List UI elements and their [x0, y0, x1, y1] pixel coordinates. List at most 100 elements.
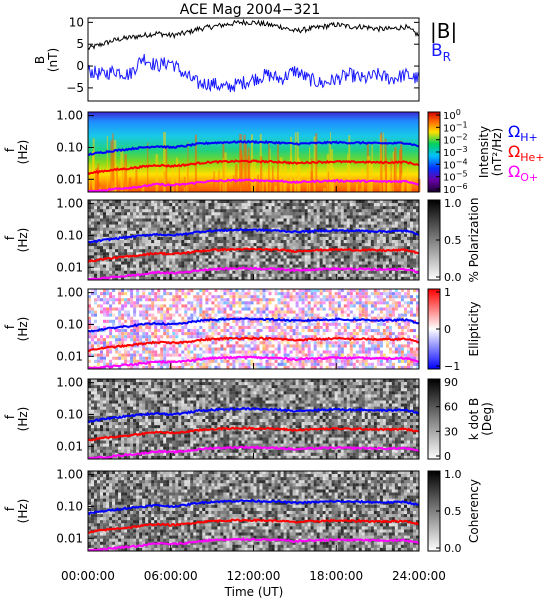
heatmap-cell	[142, 261, 146, 265]
heatmap-cell	[154, 353, 158, 357]
heatmap-cell	[130, 359, 134, 363]
heatmap-cell	[241, 230, 245, 234]
heatmap-cell	[265, 233, 269, 237]
heatmap-cell	[316, 206, 320, 210]
heatmap-cell	[404, 322, 408, 326]
heatmap-cell	[163, 258, 167, 262]
heatmap-cell	[184, 246, 188, 250]
heatmap-cell	[190, 243, 194, 247]
heatmap-cell	[416, 243, 420, 247]
heatmap-cell	[121, 227, 125, 231]
heatmap-cell	[97, 215, 101, 219]
heatmap-cell	[217, 246, 221, 250]
heatmap-cell	[394, 335, 398, 339]
heatmap-cell	[130, 215, 134, 219]
heatmap-cell	[346, 252, 350, 256]
heatmap-cell	[97, 236, 101, 240]
heatmap-cell	[127, 236, 131, 240]
heatmap-cell	[410, 307, 414, 311]
heatmap-cell	[211, 335, 215, 339]
heatmap-cell	[316, 233, 320, 237]
heatmap-cell	[229, 264, 233, 268]
heatmap-cell	[280, 227, 284, 231]
heatmap-cell	[241, 353, 245, 357]
heatmap-cell	[142, 230, 146, 234]
heatmap-cell	[94, 270, 98, 274]
heatmap-cell	[241, 261, 245, 265]
heatmap-cell	[316, 246, 320, 250]
heatmap-cell	[142, 249, 146, 253]
heatmap-cell	[142, 215, 146, 219]
heatmap-cell	[367, 273, 371, 277]
heatmap-cell	[124, 230, 128, 234]
heatmap-cell	[352, 270, 356, 274]
heatmap-cell	[397, 215, 401, 219]
heatmap-cell	[277, 203, 281, 207]
heatmap-cell	[331, 236, 335, 240]
heatmap-cell	[181, 261, 185, 265]
heatmap-cell	[385, 215, 389, 219]
heatmap-cell	[184, 209, 188, 213]
heatmap-cell	[244, 344, 248, 348]
heatmap-cell	[334, 200, 338, 204]
heatmap-cell	[340, 325, 344, 329]
heatmap-cell	[277, 301, 281, 305]
heatmap-cell	[349, 304, 353, 308]
heatmap-cell	[253, 230, 257, 234]
heatmap-cell	[208, 233, 212, 237]
heatmap-cell	[274, 319, 278, 323]
heatmap-cell	[160, 335, 164, 339]
heatmap-cell	[274, 325, 278, 329]
heatmap-cell	[307, 243, 311, 247]
heatmap-cell	[187, 240, 191, 244]
heatmap-cell	[88, 344, 92, 348]
heatmap-cell	[355, 332, 359, 336]
heatmap-cell	[103, 212, 107, 216]
heatmap-cell	[97, 273, 101, 277]
heatmap-cell	[94, 224, 98, 228]
heatmap-cell	[223, 316, 227, 320]
heatmap-cell	[331, 310, 335, 314]
heatmap-cell	[235, 246, 239, 250]
heatmap-cell	[139, 200, 143, 204]
heatmap-cell	[142, 365, 146, 369]
heatmap-cell	[295, 206, 299, 210]
heatmap-cell	[184, 310, 188, 314]
heatmap-cell	[376, 276, 380, 280]
heatmap-cell	[334, 301, 338, 305]
heatmap-cell	[337, 221, 341, 225]
heatmap-cell	[199, 215, 203, 219]
heatmap-cell	[307, 313, 311, 317]
heatmap-cell	[202, 221, 206, 225]
heatmap-cell	[181, 206, 185, 210]
heatmap-cell	[91, 206, 95, 210]
heatmap-cell	[391, 255, 395, 259]
heatmap-cell	[283, 347, 287, 351]
heatmap-cell	[256, 322, 260, 326]
heatmap-cell	[262, 341, 266, 345]
heatmap-cell	[253, 233, 257, 237]
heatmap-cell	[145, 347, 149, 351]
heatmap-cell	[113, 140, 117, 192]
heatmap-cell	[118, 200, 122, 204]
heatmap-cell	[181, 365, 185, 369]
heatmap-cell	[295, 273, 299, 277]
heatmap-cell	[410, 246, 414, 250]
heatmap-cell	[148, 218, 152, 222]
heatmap-cell	[404, 236, 408, 240]
heatmap-cell	[145, 313, 149, 317]
heatmap-cell	[364, 319, 368, 323]
heatmap-cell	[346, 298, 350, 302]
heatmap-cell	[298, 347, 302, 351]
heatmap-cell	[367, 215, 371, 219]
heatmap-cell	[334, 252, 338, 256]
heatmap-cell	[316, 255, 320, 259]
heatmap-cell	[187, 273, 191, 277]
heatmap-cell	[199, 325, 203, 329]
heatmap-cell	[313, 298, 317, 302]
heatmap-cell	[109, 273, 113, 277]
heatmap-cell	[307, 289, 311, 293]
heatmap-cell	[325, 264, 329, 268]
heatmap-cell	[343, 240, 347, 244]
